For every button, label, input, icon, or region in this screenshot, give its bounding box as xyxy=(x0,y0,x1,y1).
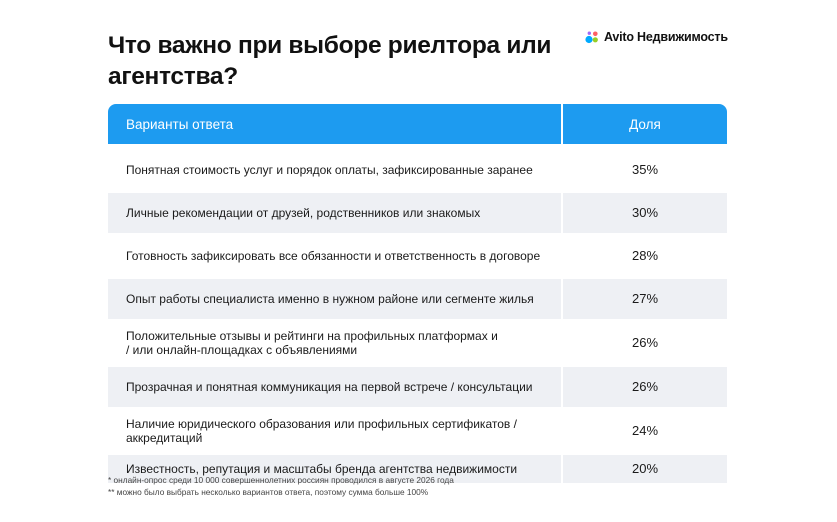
footnote-multiple-answers: ** можно было выбрать несколько варианто… xyxy=(108,487,429,497)
answer-option: Положительные отзывы и рейтинги на профи… xyxy=(108,322,563,364)
answer-share: 30% xyxy=(631,205,659,220)
answer-option: Известность, репутация и масштабы бренда… xyxy=(108,455,563,483)
answer-option: Личные рекомендации от друзей, родственн… xyxy=(108,193,563,233)
answer-option: Понятная стоимость услуг и порядок оплат… xyxy=(108,150,563,190)
answer-share: 20% xyxy=(631,461,659,476)
answer-share: 24% xyxy=(631,423,659,438)
answer-share: 26% xyxy=(631,379,659,394)
table-row: Наличие юридического образования или про… xyxy=(108,410,727,452)
column-header-options: Варианты ответа xyxy=(108,104,563,144)
results-table: Варианты ответа Доля Понятная стоимость … xyxy=(108,104,727,486)
footnote-survey: * онлайн-опрос среди 10 000 совершенноле… xyxy=(108,475,454,485)
table-row: Известность, репутация и масштабы бренда… xyxy=(108,455,727,483)
table-row: Готовность зафиксировать все обязанности… xyxy=(108,236,727,276)
table-row: Понятная стоимость услуг и порядок оплат… xyxy=(108,150,727,190)
logo-text: Avito Недвижимость xyxy=(604,30,728,44)
table-header: Варианты ответа Доля xyxy=(108,104,727,144)
answer-option: Опыт работы специалиста именно в нужном … xyxy=(108,279,563,319)
answer-share: 27% xyxy=(631,291,659,306)
answer-option: Готовность зафиксировать все обязанности… xyxy=(108,236,563,276)
table-row: Опыт работы специалиста именно в нужном … xyxy=(108,279,727,319)
table-row: Личные рекомендации от друзей, родственн… xyxy=(108,193,727,233)
page-title: Что важно при выборе риелтора или агентс… xyxy=(108,32,552,90)
answer-share: 26% xyxy=(631,335,659,350)
table-row: Прозрачная и понятная коммуникация на пе… xyxy=(108,367,727,407)
table-row: Положительные отзывы и рейтинги на профи… xyxy=(108,322,727,364)
table-body: Понятная стоимость услуг и порядок оплат… xyxy=(108,150,727,483)
answer-share: 28% xyxy=(631,248,659,263)
avito-dots-logo-icon xyxy=(585,31,598,44)
column-header-share: Доля xyxy=(629,116,661,132)
answer-option: Прозрачная и понятная коммуникация на пе… xyxy=(108,367,563,407)
footnotes: * онлайн-опрос среди 10 000 совершенноле… xyxy=(108,474,454,498)
answer-option: Наличие юридического образования или про… xyxy=(108,410,563,452)
answer-share: 35% xyxy=(631,162,659,177)
brand-logo: Avito Недвижимость xyxy=(585,29,728,45)
